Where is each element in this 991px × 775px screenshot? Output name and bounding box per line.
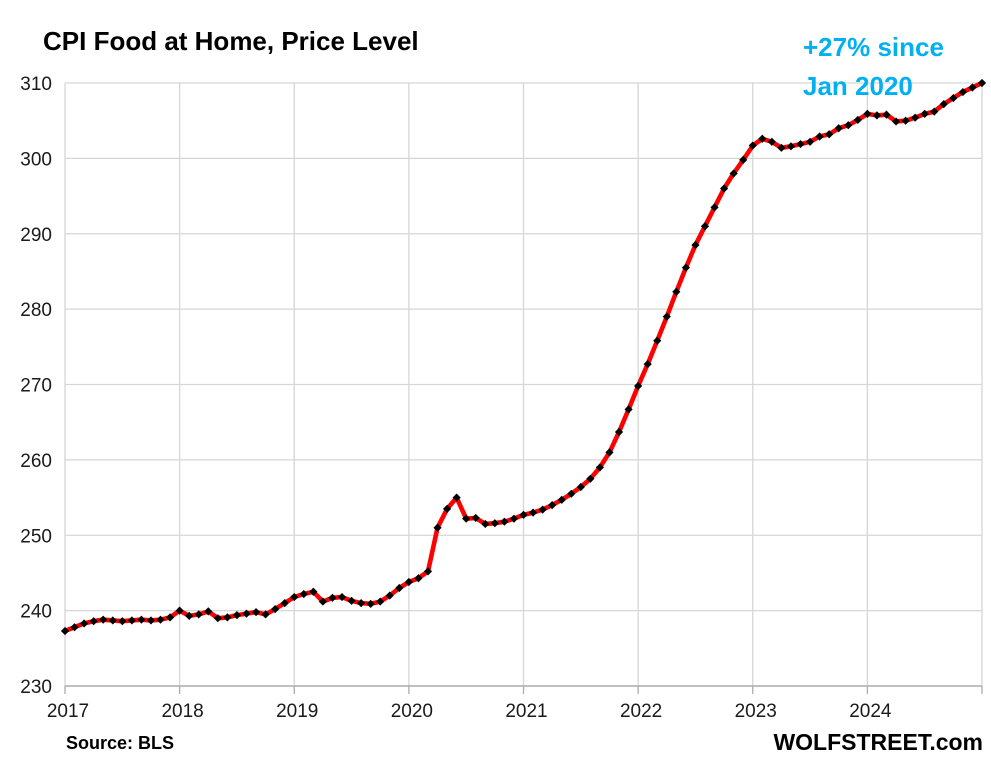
x-tick-label: 2023 (735, 701, 777, 722)
gain-annotation-line1: +27% since (803, 32, 944, 62)
y-tick-label: 230 (20, 677, 52, 698)
x-tick-label: 2021 (505, 701, 547, 722)
y-tick-label: 280 (20, 300, 52, 321)
chart-title: CPI Food at Home, Price Level (43, 26, 419, 56)
y-tick-label: 270 (20, 376, 52, 397)
x-tick-label: 2022 (620, 701, 662, 722)
x-tick-label: 2019 (276, 701, 318, 722)
data-markers (60, 78, 987, 636)
x-axis (64, 685, 983, 694)
y-tick-label: 310 (20, 74, 52, 95)
y-tick-label: 300 (20, 149, 52, 170)
y-tick-label: 260 (20, 451, 52, 472)
gain-annotation-line2: Jan 2020 (803, 71, 913, 101)
x-tick-label: 2017 (47, 701, 89, 722)
y-axis-labels: 230 240 250 260 270 280 290 300 310 (20, 74, 52, 698)
watermark: WOLFSTREET.com (773, 729, 983, 755)
gridlines (64, 82, 983, 686)
x-tick-label: 2024 (849, 701, 892, 722)
y-tick-label: 240 (20, 602, 52, 623)
source-note: Source: BLS (66, 733, 175, 753)
y-tick-label: 290 (20, 225, 52, 246)
x-tick-label: 2018 (161, 701, 203, 722)
gain-annotation: +27% since Jan 2020 (803, 28, 944, 106)
x-tick-label: 2020 (391, 701, 433, 722)
x-axis-labels: 2017 2018 2019 2020 2021 2022 2023 2024 (47, 701, 892, 722)
y-tick-label: 250 (20, 526, 52, 547)
